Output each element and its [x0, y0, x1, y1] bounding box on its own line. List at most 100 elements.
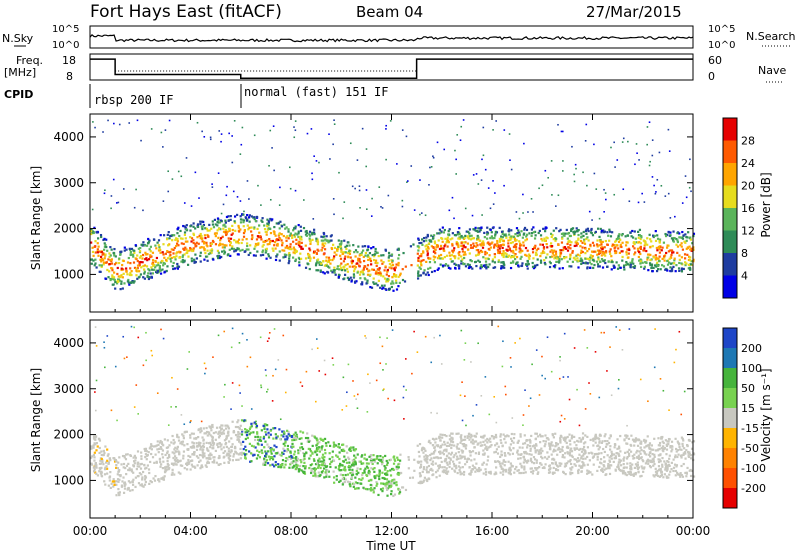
power-cell	[668, 150, 671, 152]
power-cell	[643, 201, 646, 203]
velocity-cell	[92, 466, 96, 469]
power-cell	[455, 173, 457, 175]
power-cell	[423, 269, 426, 272]
power-cell	[678, 236, 681, 239]
velocity-cell	[295, 437, 298, 440]
power-cell	[203, 136, 206, 138]
power-cell	[281, 241, 284, 245]
velocity-cell	[416, 444, 419, 447]
power-cell	[501, 265, 504, 268]
power-cell	[570, 229, 573, 233]
power-cell	[103, 237, 106, 241]
velocity-cell	[629, 462, 632, 465]
velocity-cell	[462, 473, 466, 476]
power-cell	[429, 257, 432, 260]
power-cell	[584, 139, 587, 142]
power-cell	[181, 259, 184, 262]
velocity-cell	[519, 433, 522, 436]
velocity-cell	[450, 453, 453, 456]
velocity-cell	[499, 439, 502, 442]
power-cell	[645, 249, 648, 253]
power-cell	[439, 257, 442, 260]
velocity-cell	[609, 464, 612, 467]
power-cell	[618, 237, 621, 240]
power-cell	[425, 244, 428, 247]
power-cell	[644, 261, 647, 264]
power-cell	[609, 248, 612, 251]
velocity-cell	[667, 476, 670, 479]
velocity-cell	[130, 468, 133, 471]
power-cell	[157, 249, 161, 252]
power-cell	[164, 258, 168, 262]
velocity-cell	[422, 466, 426, 469]
power-cell	[298, 261, 301, 264]
power-cell	[221, 235, 224, 238]
velocity-cell	[682, 452, 685, 455]
power-cell	[101, 253, 104, 256]
velocity-cell	[162, 478, 165, 481]
velocity-cell	[142, 485, 145, 488]
power-cell	[166, 233, 169, 236]
power-cell	[500, 252, 504, 256]
velocity-cell	[577, 471, 580, 475]
power-cell	[518, 240, 521, 243]
power-cell	[497, 259, 500, 262]
power-cell	[468, 235, 471, 238]
velocity-cell	[569, 449, 572, 452]
velocity-cell	[289, 450, 292, 453]
power-cell	[120, 267, 123, 270]
power-cell	[559, 249, 562, 252]
power-cell	[477, 183, 480, 185]
power-cell	[550, 235, 553, 239]
power-cell	[480, 242, 483, 245]
velocity-cell	[469, 472, 472, 475]
power-cell	[189, 225, 192, 228]
power-cell	[395, 281, 398, 284]
power-cell	[382, 275, 385, 278]
velocity-cell	[534, 467, 537, 470]
velocity-cell	[441, 466, 444, 469]
power-cell	[484, 260, 488, 263]
power-cell	[321, 246, 324, 249]
power-cell	[183, 225, 186, 228]
power-cell	[328, 266, 331, 269]
velocity-cell	[283, 444, 286, 447]
power-cell	[543, 259, 546, 262]
velocity-cell	[483, 434, 486, 437]
power-cell	[248, 198, 250, 200]
velocity-cell	[166, 465, 170, 468]
power-cell	[500, 265, 503, 268]
power-cell	[500, 238, 503, 241]
velocity-cell	[456, 455, 459, 458]
velocity-cell	[306, 436, 310, 440]
velocity-cell	[449, 458, 452, 461]
power-cell	[559, 228, 562, 231]
power-cell	[639, 252, 642, 256]
velocity-cell	[457, 432, 460, 435]
velocity-cell	[199, 448, 202, 451]
power-cell	[648, 164, 651, 167]
power-cell	[528, 257, 531, 260]
power-cell	[649, 259, 652, 262]
power-cell	[474, 226, 477, 229]
velocity-cell	[598, 437, 601, 440]
power-cell	[460, 255, 463, 258]
velocity-cell	[502, 470, 505, 473]
power-cell	[246, 224, 249, 227]
power-cell	[493, 244, 496, 247]
power-cell	[406, 181, 408, 183]
power-cell	[643, 265, 646, 268]
power-cell	[519, 251, 522, 254]
power-cell	[544, 227, 547, 230]
velocity-cell	[335, 478, 338, 481]
velocity-cell	[252, 454, 255, 457]
power-cell	[449, 267, 452, 270]
velocity-cell	[351, 482, 354, 485]
velocity-cell	[264, 450, 267, 453]
velocity-cell	[501, 445, 504, 448]
velocity-cell	[154, 445, 157, 448]
velocity-cell	[439, 456, 442, 460]
velocity-cell	[230, 445, 233, 449]
power-cell	[117, 278, 120, 281]
power-cell	[147, 240, 151, 243]
